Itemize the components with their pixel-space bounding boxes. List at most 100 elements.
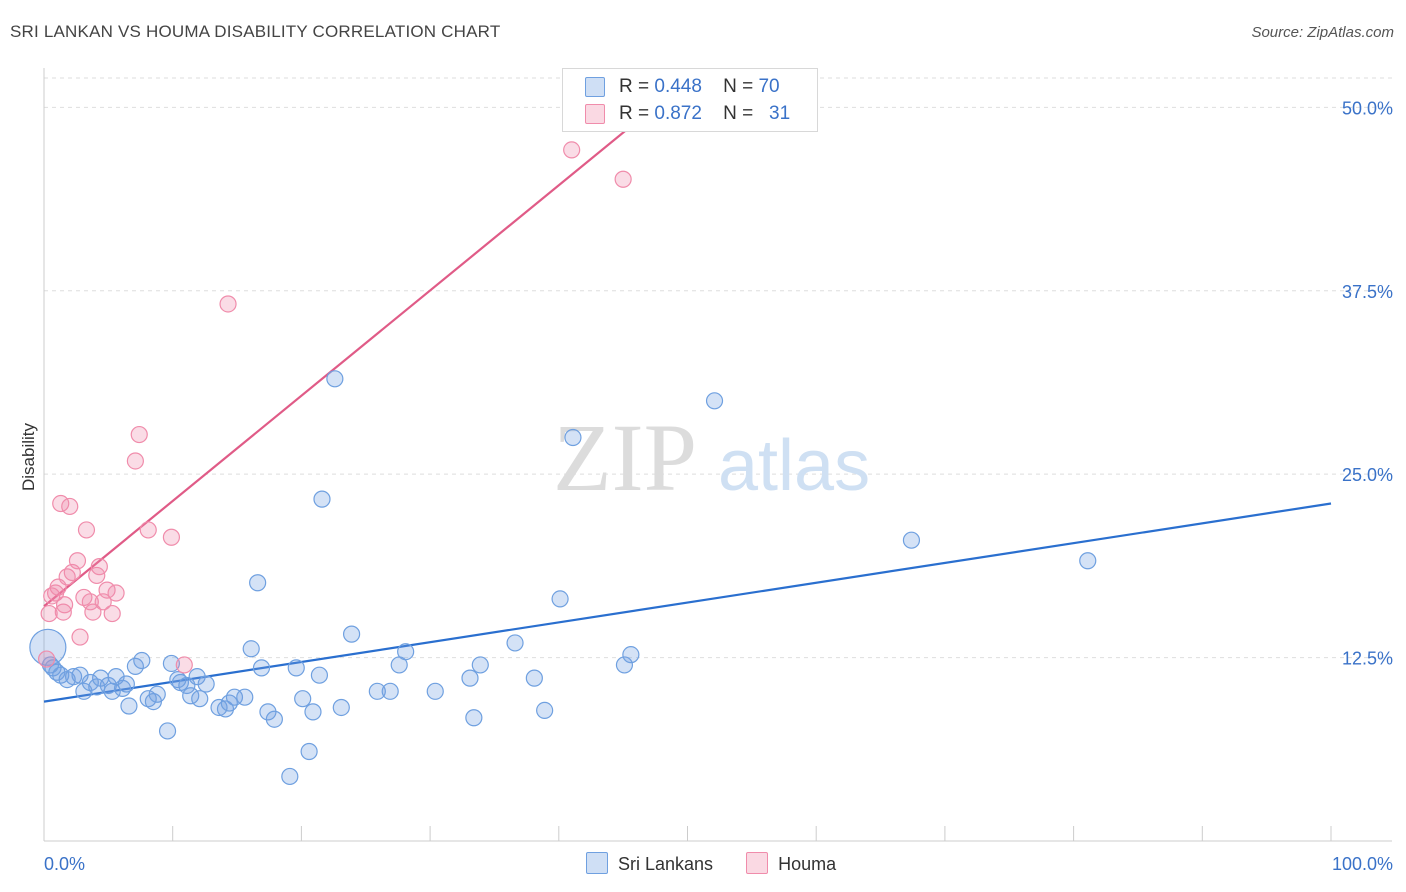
legend-swatch-sri-lankans [586, 852, 608, 874]
point-houma [81, 593, 99, 611]
point-houma [103, 604, 121, 623]
point-sri-lankans [506, 634, 524, 652]
point-houma [162, 528, 181, 546]
legend-n-label: N = [723, 76, 754, 97]
point-sri-lankans [525, 669, 543, 687]
chart-source: Source: ZipAtlas.com [1251, 24, 1394, 41]
correlation-legend: R = 0.448 N = 70 R = 0.872 N = 31 [562, 68, 818, 132]
trendline-sri-lankans [43, 502, 1332, 703]
trendlines [43, 106, 1332, 703]
point-sri-lankans [294, 690, 312, 708]
point-houma [107, 584, 125, 602]
point-houma [68, 552, 87, 570]
point-sri-lankans [249, 574, 267, 592]
point-sri-lankans [75, 682, 93, 700]
y-tick-label: 25.0% [1342, 465, 1393, 485]
legend-swatch-sri-lankans [585, 77, 605, 97]
point-sri-lankans [210, 698, 228, 717]
point-sri-lankans [117, 675, 135, 693]
point-sri-lankans [551, 590, 569, 608]
point-sri-lankans [120, 697, 138, 715]
point-houma [126, 452, 144, 470]
legend-r-label: R = [619, 103, 650, 124]
point-sri-lankans [1079, 552, 1097, 570]
point-houma [55, 596, 74, 614]
point-sri-lankans [471, 656, 489, 674]
point-sri-lankans [368, 682, 386, 700]
y-tick-label: 37.5% [1342, 282, 1393, 302]
point-sri-lankans [281, 767, 299, 786]
point-sri-lankans [902, 531, 921, 549]
point-sri-lankans [397, 643, 415, 661]
legend-r-value: 0.872 [654, 103, 702, 124]
legend-label: Houma [778, 854, 837, 874]
point-sri-lankans [304, 703, 322, 721]
point-sri-lankans [287, 659, 305, 677]
legend-n-value: 31 [769, 103, 791, 124]
point-sri-lankans [133, 651, 151, 670]
point-sri-lankans [615, 656, 634, 674]
point-sri-lankans [342, 625, 361, 643]
point-sri-lankans [705, 392, 724, 410]
y-axis-label: Disability [19, 422, 38, 491]
data-points [29, 141, 1097, 786]
series-legend: Sri Lankans Houma [586, 852, 864, 875]
point-sri-lankans [461, 669, 479, 687]
point-sri-lankans [162, 654, 181, 673]
legend-n-label: N = [723, 103, 754, 124]
point-sri-lankans [242, 640, 260, 658]
point-sri-lankans [169, 670, 187, 689]
point-sri-lankans [126, 657, 144, 675]
y-tick-label: 12.5% [1342, 649, 1393, 669]
legend-swatch-houma [746, 852, 769, 874]
point-houma [614, 170, 632, 188]
point-sri-lankans [300, 742, 318, 761]
point-sri-lankans [381, 682, 399, 700]
legend-r-label: R = [619, 76, 650, 97]
watermark-atlas: atlas [718, 426, 870, 506]
point-sri-lankans [191, 690, 209, 708]
legend-swatch-houma [585, 104, 605, 124]
point-sri-lankans [332, 698, 350, 717]
legend-label: Sri Lankans [618, 854, 714, 874]
point-sri-lankans [265, 710, 283, 728]
point-houma [90, 558, 108, 576]
legend-item-sri-lankans[interactable]: Sri Lankans [586, 852, 713, 875]
point-houma [71, 628, 89, 646]
point-sri-lankans [65, 668, 83, 686]
legend-r-value: 0.448 [654, 76, 702, 97]
point-houma [130, 425, 148, 444]
legend-item-houma[interactable]: Houma [746, 852, 836, 875]
x-tick-label: 100.0% [1332, 854, 1393, 874]
point-sri-lankans [188, 668, 206, 686]
point-sri-lankans [197, 675, 215, 693]
point-houma [139, 521, 157, 539]
point-houma [77, 521, 96, 539]
point-houma [61, 497, 79, 516]
point-houma [40, 604, 58, 623]
chart-title: SRI LANKAN VS HOUMA DISABILITY CORRELATI… [10, 22, 501, 41]
watermark: ZIP atlas [553, 404, 870, 511]
point-sri-lankans [465, 709, 483, 727]
point-sri-lankans [536, 701, 554, 720]
y-tick-label: 50.0% [1342, 98, 1393, 118]
point-sri-lankans [564, 428, 582, 447]
point-sri-lankans [426, 682, 444, 700]
point-sri-lankans [236, 688, 254, 706]
gridlines [44, 77, 1392, 659]
point-houma [175, 656, 193, 674]
watermark-zip: ZIP [553, 404, 697, 511]
point-sri-lankans [310, 666, 329, 684]
point-sri-lankans [158, 722, 177, 740]
point-houma [84, 603, 102, 621]
legend-n-value: 70 [758, 76, 780, 97]
point-sri-lankans [148, 685, 166, 703]
point-sri-lankans [326, 370, 344, 388]
point-sri-lankans [252, 659, 271, 677]
point-houma [219, 295, 237, 313]
point-houma [563, 141, 581, 159]
axes [43, 68, 1392, 842]
x-tick-label: 0.0% [44, 854, 85, 874]
point-sri-lankans [622, 646, 640, 664]
